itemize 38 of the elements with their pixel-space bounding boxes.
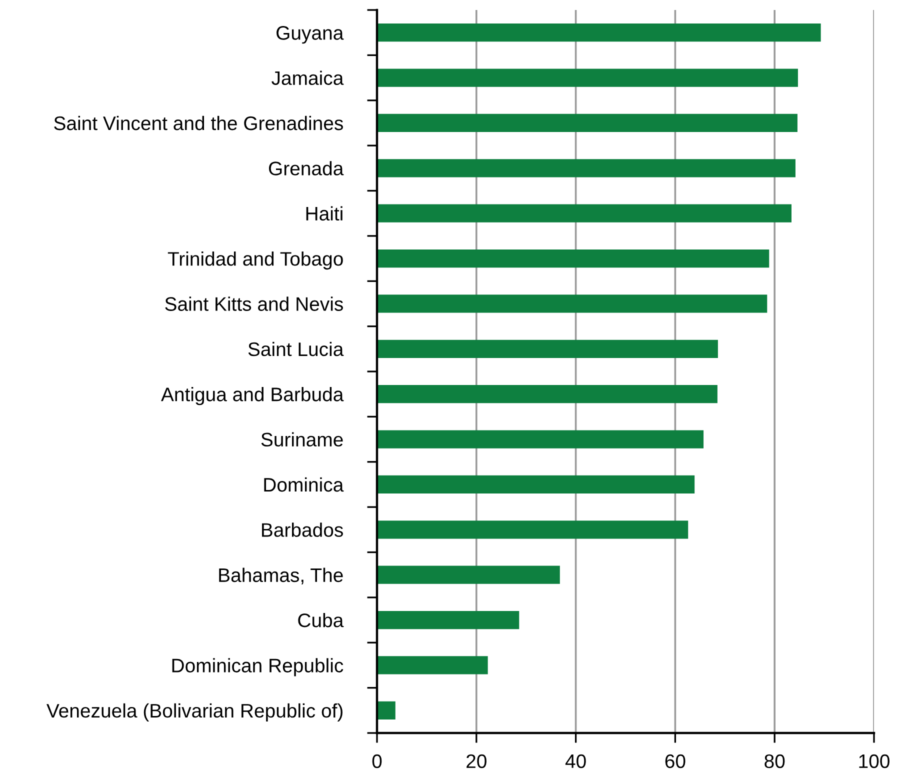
y-tick-label: Saint Kitts and Nevis: [165, 296, 343, 311]
bar: [377, 294, 768, 313]
bar: [377, 610, 520, 630]
bar: [377, 566, 560, 584]
x-tick-label: 80: [764, 754, 785, 768]
y-tick-label: Guyana: [276, 26, 344, 44]
bar: [377, 24, 821, 42]
bar: [377, 385, 718, 404]
y-tick-label: Cuba: [298, 612, 344, 628]
x-tick-label: 20: [466, 754, 486, 768]
x-tick-label: 100: [859, 754, 890, 768]
y-tick-label: Venezuela (Bolivarian Republic of): [46, 703, 342, 722]
bar: [377, 340, 718, 358]
bar: [377, 68, 798, 87]
y-tick-label: Trinidad and Tobago: [168, 251, 343, 270]
bar: [377, 656, 488, 674]
x-tick-label: 0: [372, 754, 382, 768]
y-tick-label: Suriname: [261, 432, 343, 447]
y-tick-label: Dominican Republic: [172, 658, 344, 676]
y-tick-label: Jamaica: [272, 70, 344, 86]
bar: [377, 204, 792, 222]
bar: [377, 159, 796, 178]
bar: [377, 114, 798, 132]
bar: [377, 475, 695, 494]
y-tick-label: Barbados: [262, 522, 343, 537]
y-tick-label: Haiti: [306, 206, 342, 221]
x-tick-label: 60: [665, 754, 686, 768]
y-tick-label: Antigua and Barbuda: [161, 387, 344, 406]
y-tick-label: Grenada: [268, 161, 344, 176]
bar: [377, 430, 704, 448]
y-tick-label: Saint Lucia: [248, 342, 344, 356]
x-tick-label: 40: [565, 754, 586, 768]
bar: [377, 701, 396, 720]
bar: [377, 249, 770, 268]
bar: [377, 520, 688, 539]
y-tick-label: Dominica: [264, 477, 344, 492]
y-tick-label: Saint Vincent and the Grenadines: [54, 116, 343, 130]
y-tick-label: Bahamas, The: [219, 568, 343, 584]
